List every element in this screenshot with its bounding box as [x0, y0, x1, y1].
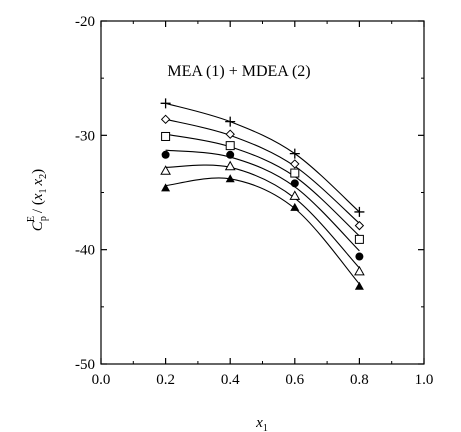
- data-point-triangle-open: [354, 265, 365, 276]
- fit-curves: [165, 102, 360, 285]
- data-point-diamond-open: [225, 129, 235, 139]
- fit-curve: [165, 177, 360, 285]
- chart-annotation: MEA (1) + MDEA (2): [167, 63, 310, 80]
- data-point-plus: [354, 206, 365, 217]
- x-axis-title: x1: [255, 415, 268, 432]
- data-point-plus: [289, 148, 300, 159]
- data-point-triangle-filled: [161, 183, 171, 192]
- y-tick-label: -40: [75, 243, 95, 259]
- data-point-diamond-open: [160, 114, 171, 125]
- fit-curve: [165, 118, 360, 224]
- y-axis-title: CpE/ (x1x2): [26, 169, 49, 231]
- data-point-circle-filled: [290, 179, 299, 188]
- y-tick-label: -50: [75, 357, 95, 373]
- data-point-triangle-open: [160, 165, 171, 175]
- data-point-triangle-filled: [290, 202, 300, 211]
- x-tick-label: 0.0: [92, 372, 111, 388]
- y-axis-ticks: -50 -40 -30 -20: [75, 14, 424, 373]
- fit-curve: [165, 164, 360, 269]
- data-point-square-open: [290, 168, 300, 178]
- fit-curve: [165, 102, 360, 213]
- fit-curve: [165, 149, 360, 252]
- y-tick-label: -30: [75, 128, 95, 144]
- data-point-square-open: [225, 141, 235, 151]
- fit-curve: [165, 133, 360, 237]
- data-point-triangle-filled: [354, 281, 364, 290]
- x-axis-ticks: 0.0 0.2 0.4 0.6 0.8 1.0: [92, 21, 434, 388]
- x-tick-label: 0.6: [285, 372, 304, 388]
- data-point-diamond-open: [354, 220, 365, 231]
- data-point-square-open: [354, 234, 364, 244]
- x-tick-label: 1.0: [415, 372, 434, 388]
- data-markers: [160, 98, 365, 290]
- data-point-plus: [160, 98, 171, 109]
- data-point-triangle-filled: [225, 174, 235, 183]
- data-point-triangle-open: [289, 190, 301, 200]
- x-tick-label: 0.8: [350, 372, 369, 388]
- y-tick-label: -20: [75, 14, 95, 30]
- data-point-diamond-open: [290, 159, 300, 169]
- data-point-circle-filled: [161, 150, 170, 159]
- x-tick-label: 0.4: [221, 372, 240, 388]
- data-point-circle-filled: [355, 252, 364, 261]
- data-point-plus: [225, 116, 236, 127]
- data-point-triangle-open: [224, 160, 236, 171]
- data-point-square-open: [161, 131, 171, 141]
- data-point-circle-filled: [226, 150, 235, 159]
- x-tick-label: 0.2: [156, 372, 175, 388]
